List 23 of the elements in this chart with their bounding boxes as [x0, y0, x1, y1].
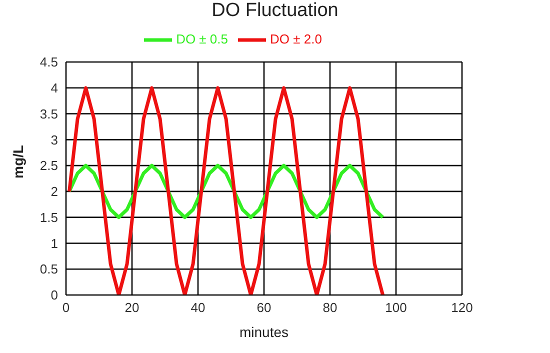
line-series	[68, 86, 385, 295]
x-axis-title: minutes	[239, 324, 289, 340]
x-tick-label: 20	[124, 300, 140, 316]
legend-label: DO ± 2.0	[270, 31, 322, 46]
x-tick-label: 40	[190, 300, 206, 316]
y-tick-label: 4.5	[40, 54, 58, 70]
y-tick-label: 1.5	[40, 210, 58, 225]
chart-title: DO Fluctuation	[210, 0, 340, 23]
y-axis-title: mg/L	[10, 144, 26, 178]
y-tick-label: 3.5	[40, 106, 58, 122]
y-tick-label: 2	[50, 184, 58, 200]
y-tick-label: 0	[50, 288, 58, 303]
y-tick-label: 4	[50, 80, 58, 96]
y-tick-label: 3	[50, 132, 58, 148]
x-tick-label: 0	[62, 300, 70, 316]
legend-label: DO ± 0.5	[176, 31, 228, 46]
x-tick-label: 100	[385, 300, 407, 316]
y-tick-label: 0.5	[40, 262, 58, 277]
x-tick-label: 80	[322, 300, 338, 316]
y-tick-label: 1	[50, 236, 58, 251]
x-tick-label: 60	[256, 300, 272, 316]
x-tick-label: 120	[451, 300, 473, 316]
y-tick-label: 2.5	[40, 158, 58, 174]
